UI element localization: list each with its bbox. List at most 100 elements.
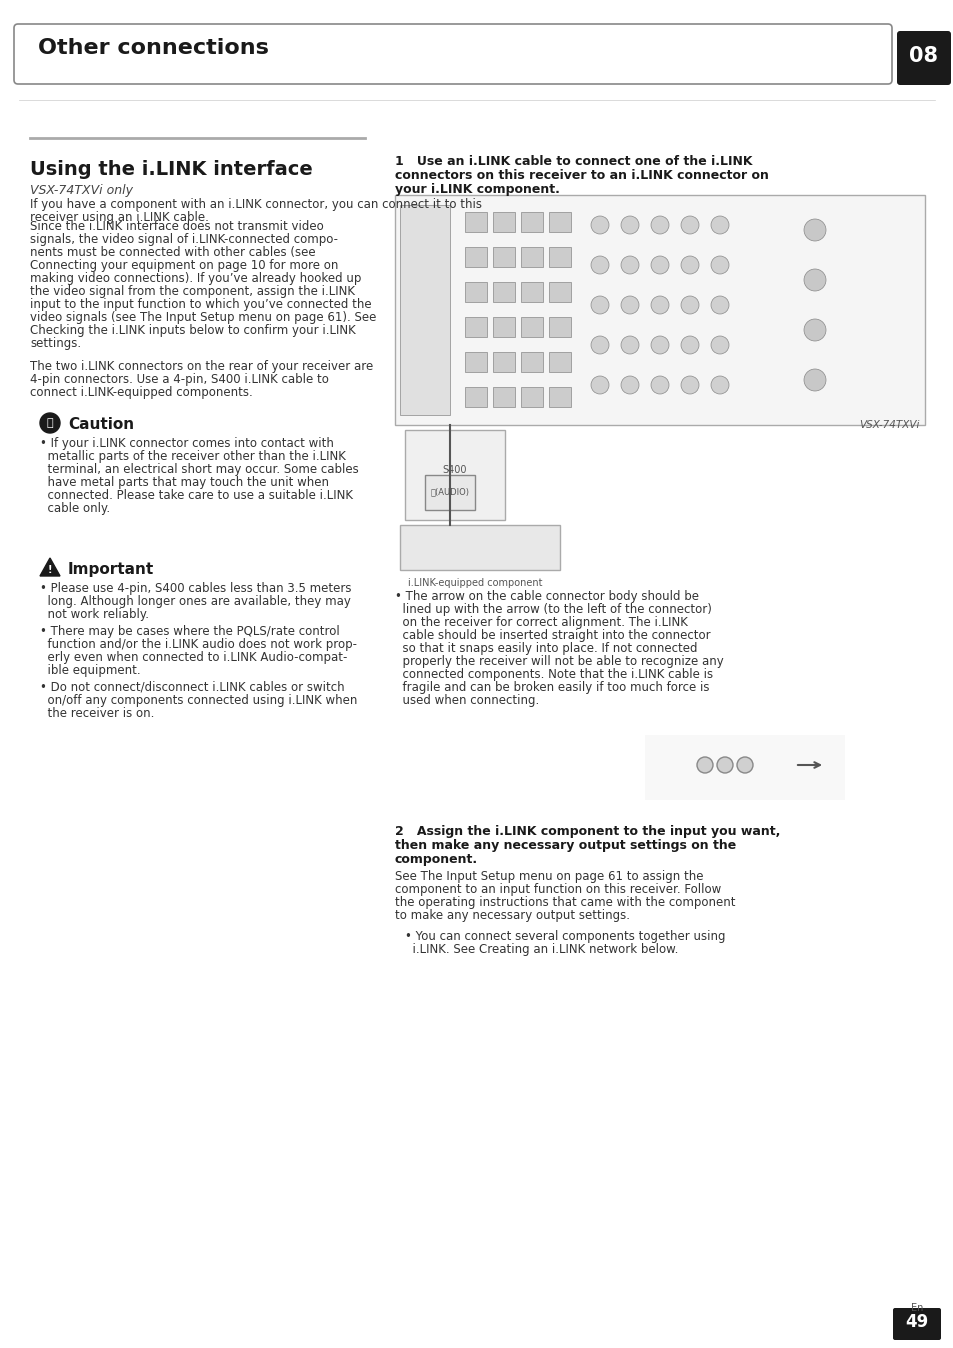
Bar xyxy=(493,387,515,407)
Polygon shape xyxy=(40,558,60,576)
Text: video signals (see The Input Setup menu on page 61). See: video signals (see The Input Setup menu … xyxy=(30,311,376,324)
Text: See The Input Setup menu on page 61 to assign the: See The Input Setup menu on page 61 to a… xyxy=(395,869,702,883)
Text: cable should be inserted straight into the connector: cable should be inserted straight into t… xyxy=(395,630,710,642)
Circle shape xyxy=(803,319,825,341)
Bar xyxy=(464,282,486,302)
Text: S400: S400 xyxy=(442,465,467,474)
Text: Using the i.LINK interface: Using the i.LINK interface xyxy=(30,160,313,179)
Circle shape xyxy=(650,297,668,314)
Circle shape xyxy=(710,297,728,314)
Bar xyxy=(424,474,475,510)
Circle shape xyxy=(590,297,608,314)
Text: Since the i.LINK interface does not transmit video: Since the i.LINK interface does not tran… xyxy=(30,220,323,233)
Circle shape xyxy=(710,216,728,235)
Circle shape xyxy=(737,758,752,772)
Bar xyxy=(464,212,486,232)
Text: used when connecting.: used when connecting. xyxy=(395,694,538,706)
Text: component to an input function on this receiver. Follow: component to an input function on this r… xyxy=(395,883,720,896)
Bar xyxy=(520,317,542,337)
Circle shape xyxy=(710,376,728,394)
Text: signals, the video signal of i.LINK-connected compo-: signals, the video signal of i.LINK-conn… xyxy=(30,233,337,245)
Text: • If your i.LINK connector comes into contact with: • If your i.LINK connector comes into co… xyxy=(40,437,334,450)
Bar xyxy=(520,352,542,372)
Text: settings.: settings. xyxy=(30,337,81,350)
Text: • The arrow on the cable connector body should be: • The arrow on the cable connector body … xyxy=(395,590,699,603)
Text: • There may be cases where the PQLS/rate control: • There may be cases where the PQLS/rate… xyxy=(40,625,339,638)
Text: so that it snaps easily into place. If not connected: so that it snaps easily into place. If n… xyxy=(395,642,697,655)
Circle shape xyxy=(717,758,732,772)
Circle shape xyxy=(620,297,639,314)
Text: terminal, an electrical short may occur. Some cables: terminal, an electrical short may occur.… xyxy=(40,462,358,476)
Circle shape xyxy=(680,297,699,314)
Circle shape xyxy=(620,376,639,394)
Text: the receiver is on.: the receiver is on. xyxy=(40,706,154,720)
FancyBboxPatch shape xyxy=(14,24,891,84)
Text: 1   Use an i.LINK cable to connect one of the i.LINK: 1 Use an i.LINK cable to connect one of … xyxy=(395,155,752,168)
Text: making video connections). If you’ve already hooked up: making video connections). If you’ve alr… xyxy=(30,272,361,284)
Circle shape xyxy=(680,256,699,274)
Circle shape xyxy=(650,376,668,394)
Bar xyxy=(399,524,559,570)
Bar xyxy=(548,387,571,407)
Circle shape xyxy=(680,336,699,355)
Text: 08: 08 xyxy=(908,46,938,66)
Text: on the receiver for correct alignment. The i.LINK: on the receiver for correct alignment. T… xyxy=(395,616,687,630)
Bar xyxy=(548,247,571,267)
Bar xyxy=(493,282,515,302)
Text: receiver using an i.LINK cable.: receiver using an i.LINK cable. xyxy=(30,212,209,224)
Bar xyxy=(493,247,515,267)
Bar xyxy=(548,317,571,337)
Circle shape xyxy=(803,369,825,391)
Text: ⓘ(AUDIO): ⓘ(AUDIO) xyxy=(430,488,469,496)
Circle shape xyxy=(697,758,712,772)
FancyBboxPatch shape xyxy=(896,31,950,85)
Bar xyxy=(464,387,486,407)
Circle shape xyxy=(590,336,608,355)
Circle shape xyxy=(650,216,668,235)
Text: En: En xyxy=(910,1304,923,1313)
Text: properly the receiver will not be able to recognize any: properly the receiver will not be able t… xyxy=(395,655,723,669)
Text: component.: component. xyxy=(395,853,477,865)
Circle shape xyxy=(680,216,699,235)
Bar xyxy=(464,317,486,337)
Text: 2   Assign the i.LINK component to the input you want,: 2 Assign the i.LINK component to the inp… xyxy=(395,825,780,838)
Text: The two i.LINK connectors on the rear of your receiver are: The two i.LINK connectors on the rear of… xyxy=(30,360,373,373)
Text: the video signal from the component, assign the i.LINK: the video signal from the component, ass… xyxy=(30,284,355,298)
Text: cable only.: cable only. xyxy=(40,501,110,515)
Bar xyxy=(399,205,450,415)
Bar xyxy=(464,247,486,267)
Text: input to the input function to which you’ve connected the: input to the input function to which you… xyxy=(30,298,372,311)
Text: have metal parts that may touch the unit when: have metal parts that may touch the unit… xyxy=(40,476,329,489)
Circle shape xyxy=(680,376,699,394)
Text: connectors on this receiver to an i.LINK connector on: connectors on this receiver to an i.LINK… xyxy=(395,168,768,182)
Circle shape xyxy=(590,376,608,394)
Text: on/off any components connected using i.LINK when: on/off any components connected using i.… xyxy=(40,694,357,706)
Text: VSX-74TXVi: VSX-74TXVi xyxy=(859,421,919,430)
Bar xyxy=(464,352,486,372)
Text: 4-pin connectors. Use a 4-pin, S400 i.LINK cable to: 4-pin connectors. Use a 4-pin, S400 i.LI… xyxy=(30,373,329,386)
Text: the operating instructions that came with the component: the operating instructions that came wit… xyxy=(395,896,735,909)
Text: fragile and can be broken easily if too much force is: fragile and can be broken easily if too … xyxy=(395,681,709,694)
Text: then make any necessary output settings on the: then make any necessary output settings … xyxy=(395,838,736,852)
Circle shape xyxy=(620,216,639,235)
Text: Other connections: Other connections xyxy=(38,38,269,58)
Bar xyxy=(548,282,571,302)
Text: VSX-74TXVi only: VSX-74TXVi only xyxy=(30,183,132,197)
Bar xyxy=(644,735,844,799)
Text: erly even when connected to i.LINK Audio-compat-: erly even when connected to i.LINK Audio… xyxy=(40,651,347,665)
Text: connected components. Note that the i.LINK cable is: connected components. Note that the i.LI… xyxy=(395,669,713,681)
Text: ible equipment.: ible equipment. xyxy=(40,665,140,677)
Text: 49: 49 xyxy=(904,1313,927,1330)
Bar xyxy=(395,195,924,425)
Text: !: ! xyxy=(48,565,52,576)
Text: Connecting your equipment on page 10 for more on: Connecting your equipment on page 10 for… xyxy=(30,259,338,272)
Text: function and/or the i.LINK audio does not work prop-: function and/or the i.LINK audio does no… xyxy=(40,638,356,651)
Circle shape xyxy=(40,412,60,433)
Circle shape xyxy=(803,218,825,241)
Bar xyxy=(548,352,571,372)
Bar xyxy=(493,317,515,337)
Circle shape xyxy=(620,336,639,355)
Text: long. Although longer ones are available, they may: long. Although longer ones are available… xyxy=(40,594,351,608)
Text: Important: Important xyxy=(68,562,154,577)
Text: Checking the i.LINK inputs below to confirm your i.LINK: Checking the i.LINK inputs below to conf… xyxy=(30,324,355,337)
